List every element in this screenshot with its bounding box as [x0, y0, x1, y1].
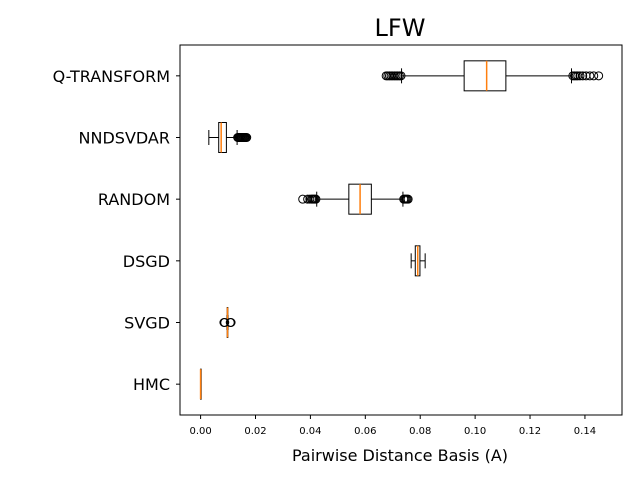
x-tick-label: 0.00 — [189, 426, 211, 437]
y-tick-label: NNDSVDAR — [79, 129, 170, 148]
x-tick-label: 0.08 — [409, 426, 431, 437]
box-group — [199, 368, 202, 400]
box-group — [298, 183, 413, 215]
plot-frame — [179, 44, 623, 416]
x-tick-label: 0.04 — [299, 426, 321, 437]
x-tick-label: 0.14 — [574, 426, 596, 437]
box — [463, 60, 507, 92]
y-axis: Q-TRANSFORM NNDSVDAR RANDOM DSGD SVGD HMC — [53, 67, 180, 394]
x-tick-label: 0.02 — [244, 426, 266, 437]
y-tick-label: Q-TRANSFORM — [53, 67, 170, 86]
y-tick-label: HMC — [133, 375, 170, 394]
flier-point — [594, 71, 604, 81]
y-tick-label: SVGD — [124, 314, 170, 333]
x-axis: 0.00 0.02 0.04 0.06 0.08 0.10 0.12 0.14 — [189, 415, 596, 437]
box — [218, 122, 227, 153]
y-tick-label: RANDOM — [98, 190, 170, 209]
box-group — [410, 245, 426, 277]
x-tick-label: 0.10 — [464, 426, 486, 437]
flier-point — [242, 133, 252, 142]
x-tick-label: 0.12 — [519, 426, 541, 437]
flier-point — [575, 71, 585, 81]
flier-point — [311, 194, 321, 204]
y-tick-label: DSGD — [123, 252, 170, 271]
flier-point — [578, 71, 588, 81]
flier-point — [403, 194, 413, 204]
x-axis-label: Pairwise Distance Basis (A) — [292, 446, 508, 465]
box-group — [381, 60, 604, 92]
plot-area — [199, 60, 604, 400]
chart-title: LFW — [375, 14, 426, 42]
flier-point — [226, 318, 236, 327]
flier-point — [585, 71, 595, 81]
x-tick-label: 0.06 — [354, 426, 376, 437]
flier-point — [220, 318, 230, 327]
box-group — [219, 307, 236, 338]
flier-point — [396, 71, 406, 81]
box-group — [208, 122, 252, 153]
flier-point — [589, 71, 599, 81]
flier-point — [298, 194, 308, 204]
